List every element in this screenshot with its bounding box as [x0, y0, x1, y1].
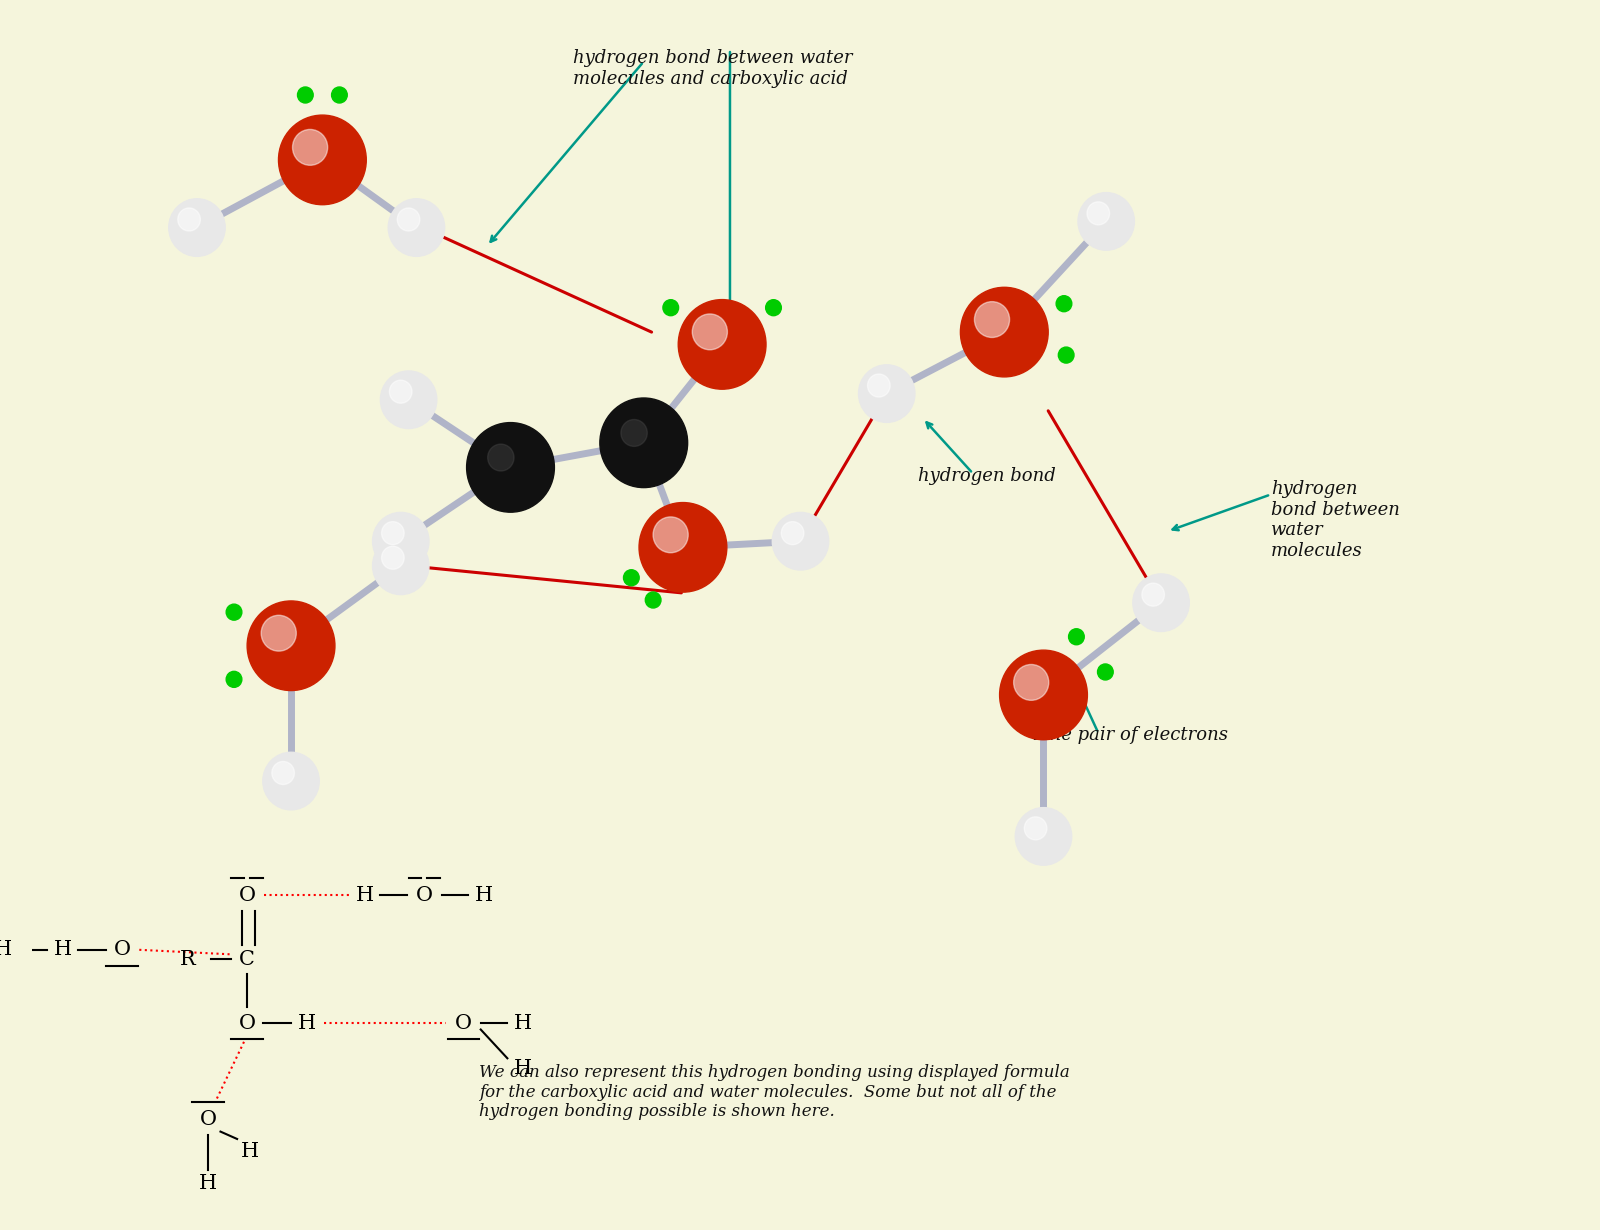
- Text: H: H: [355, 886, 374, 905]
- Ellipse shape: [1056, 295, 1072, 311]
- Text: O: O: [114, 940, 131, 959]
- Ellipse shape: [624, 569, 638, 585]
- Ellipse shape: [653, 517, 688, 552]
- Ellipse shape: [226, 672, 242, 688]
- Text: H: H: [198, 1173, 218, 1193]
- Ellipse shape: [373, 513, 429, 569]
- Text: O: O: [454, 1014, 472, 1033]
- Ellipse shape: [331, 87, 347, 103]
- Ellipse shape: [298, 87, 314, 103]
- Ellipse shape: [1016, 808, 1072, 865]
- Ellipse shape: [1078, 193, 1134, 250]
- Ellipse shape: [678, 300, 766, 389]
- Text: O: O: [238, 1014, 256, 1033]
- Ellipse shape: [262, 753, 320, 809]
- Ellipse shape: [389, 380, 411, 403]
- Ellipse shape: [867, 374, 890, 397]
- Ellipse shape: [381, 371, 437, 428]
- Text: H: H: [514, 1014, 533, 1033]
- Ellipse shape: [246, 601, 334, 690]
- Text: O: O: [238, 886, 256, 905]
- Ellipse shape: [1069, 629, 1085, 645]
- Ellipse shape: [381, 546, 405, 569]
- Ellipse shape: [381, 522, 405, 545]
- Ellipse shape: [781, 522, 803, 545]
- Ellipse shape: [397, 208, 419, 231]
- Ellipse shape: [600, 399, 688, 487]
- Ellipse shape: [693, 314, 728, 349]
- Ellipse shape: [766, 300, 781, 316]
- Text: hydrogen bond between water
molecules and carboxylic acid: hydrogen bond between water molecules an…: [573, 49, 853, 89]
- Text: H: H: [475, 886, 493, 905]
- Text: hydrogen bond: hydrogen bond: [918, 467, 1056, 486]
- Ellipse shape: [1000, 651, 1088, 739]
- Text: H: H: [0, 940, 11, 959]
- Ellipse shape: [645, 592, 661, 608]
- Ellipse shape: [662, 300, 678, 316]
- Ellipse shape: [278, 116, 366, 204]
- Text: O: O: [416, 886, 432, 905]
- Ellipse shape: [389, 199, 445, 256]
- Ellipse shape: [272, 761, 294, 785]
- Text: C: C: [240, 950, 254, 969]
- Ellipse shape: [467, 423, 554, 512]
- Text: O: O: [200, 1109, 216, 1129]
- Ellipse shape: [261, 615, 296, 651]
- Ellipse shape: [1142, 583, 1165, 606]
- Ellipse shape: [1098, 664, 1114, 680]
- Ellipse shape: [1086, 202, 1109, 225]
- Text: R: R: [179, 950, 195, 969]
- Ellipse shape: [960, 288, 1048, 376]
- Ellipse shape: [168, 199, 226, 256]
- Text: H: H: [514, 1059, 533, 1077]
- Ellipse shape: [178, 208, 200, 231]
- Text: We can also represent this hydrogen bonding using displayed formula
for the carb: We can also represent this hydrogen bond…: [478, 1064, 1070, 1121]
- Ellipse shape: [488, 444, 514, 471]
- Ellipse shape: [293, 129, 328, 165]
- Ellipse shape: [1133, 574, 1189, 631]
- Ellipse shape: [773, 513, 829, 569]
- Text: hydrogen
bond between
water
molecules: hydrogen bond between water molecules: [1270, 480, 1400, 560]
- Text: H: H: [240, 1141, 259, 1161]
- Text: lone pair of electrons: lone pair of electrons: [1032, 726, 1227, 744]
- Ellipse shape: [621, 419, 648, 446]
- Ellipse shape: [1014, 664, 1048, 700]
- Text: H: H: [53, 940, 72, 959]
- Ellipse shape: [859, 365, 915, 422]
- Text: H: H: [298, 1014, 315, 1033]
- Ellipse shape: [373, 538, 429, 594]
- Ellipse shape: [974, 301, 1010, 337]
- Ellipse shape: [226, 604, 242, 620]
- Ellipse shape: [1024, 817, 1046, 840]
- Ellipse shape: [1058, 347, 1074, 363]
- Ellipse shape: [638, 503, 726, 592]
